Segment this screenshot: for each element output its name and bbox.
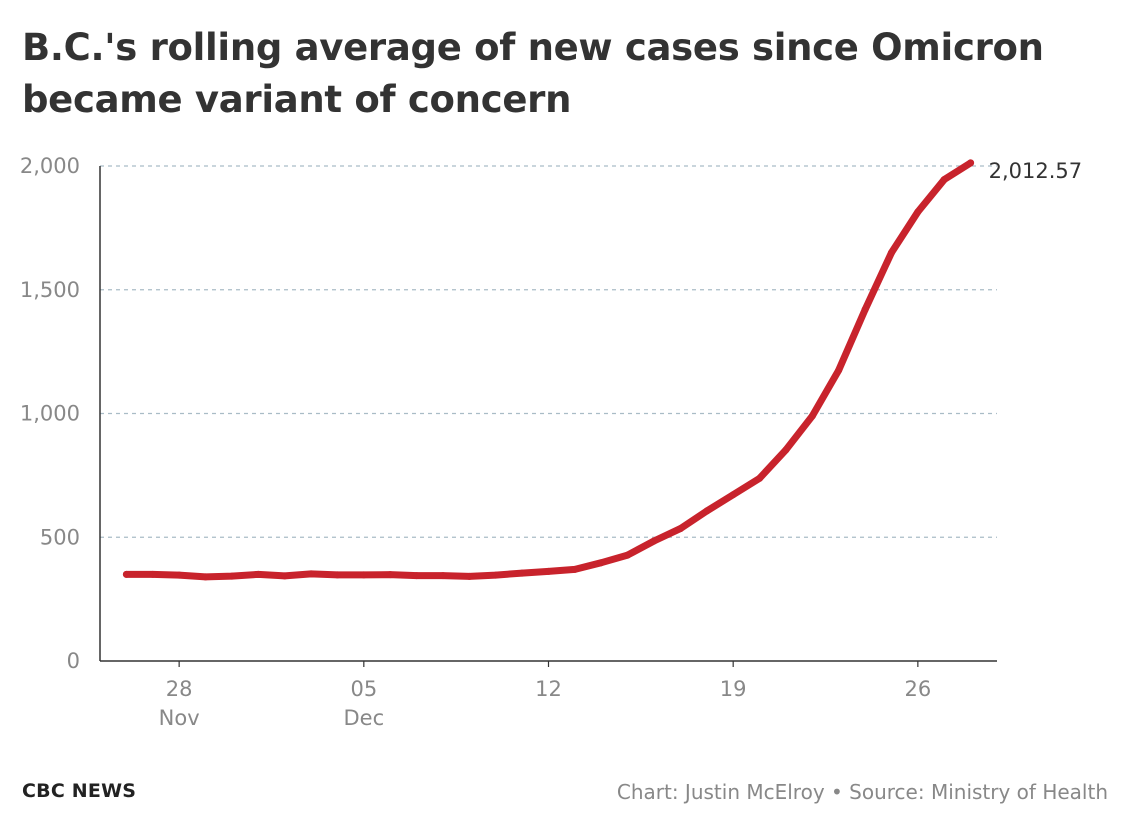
data-point: [835, 366, 843, 374]
data-point: [254, 570, 262, 578]
data-point: [202, 573, 209, 581]
data-point: [149, 570, 157, 578]
x-tick-month-label: Nov: [159, 706, 200, 730]
label-layer: 2,012.57: [989, 159, 1083, 183]
data-point: [967, 159, 975, 167]
data-point: [571, 565, 579, 573]
data-point: [122, 570, 130, 578]
chart-area: 0 500 1,000 1,500 2,000 28 Nov 05 Dec 12 19 26 2,0…: [20, 154, 1083, 730]
data-point: [545, 567, 552, 575]
data-point: [624, 551, 632, 559]
data-point: [676, 525, 684, 533]
data-point: [175, 571, 183, 579]
x-axis-ticks: 28 Nov 05 Dec 12 19 26: [159, 661, 931, 730]
data-point: [413, 572, 421, 580]
x-tick-label: 26: [904, 677, 931, 701]
end-value-label: 2,012.57: [989, 159, 1083, 183]
series-line: [122, 159, 975, 581]
data-point: [914, 208, 922, 216]
x-tick-label: 12: [535, 677, 562, 701]
y-tick-label: 1,000: [20, 402, 80, 426]
data-point: [465, 572, 473, 580]
data-point: [439, 572, 447, 580]
x-tick-label: 28: [166, 677, 193, 701]
data-point: [228, 572, 236, 580]
data-point: [386, 571, 394, 579]
chart-credit: Chart: Justin McElroy • Source: Ministry…: [616, 780, 1108, 804]
y-tick-label: 500: [40, 525, 80, 549]
data-point: [597, 559, 605, 567]
data-point: [307, 570, 315, 578]
data-point: [861, 306, 869, 314]
data-point: [518, 569, 526, 577]
data-point: [888, 249, 895, 257]
data-point: [756, 474, 764, 482]
chart-title: B.C.'s rolling average of new cases sinc…: [22, 26, 1044, 121]
data-point: [729, 491, 737, 499]
x-tick-label: 19: [720, 677, 747, 701]
y-tick-label: 0: [67, 649, 80, 673]
y-tick-label: 1,500: [20, 278, 80, 302]
data-point: [360, 571, 368, 579]
data-point: [650, 537, 658, 545]
x-tick-label: 05: [350, 677, 377, 701]
data-point: [281, 572, 289, 580]
y-axis-ticks: 0 500 1,000 1,500 2,000: [20, 154, 80, 673]
data-point: [492, 571, 500, 579]
gridlines: [100, 165, 997, 538]
y-tick-label: 2,000: [20, 154, 80, 178]
brand-logo: CBC NEWS: [22, 780, 137, 802]
data-point: [808, 412, 816, 420]
series-layer: [122, 159, 975, 581]
x-tick-month-label: Dec: [344, 706, 385, 730]
data-point: [333, 571, 341, 579]
data-point: [940, 176, 948, 184]
data-point: [782, 446, 790, 454]
data-point: [703, 507, 711, 515]
